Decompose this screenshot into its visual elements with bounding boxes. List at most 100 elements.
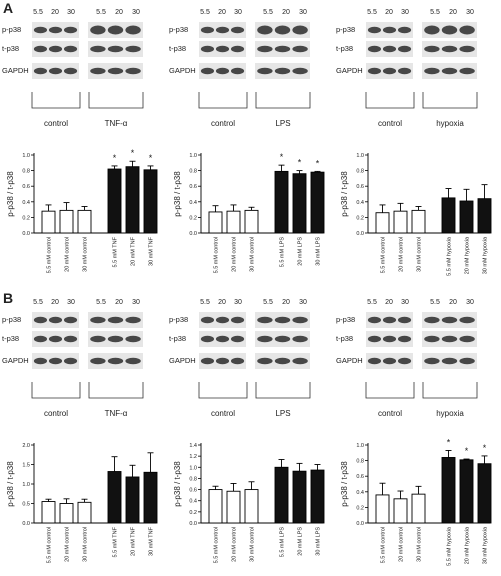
treatment-group-label: LPS	[275, 409, 290, 418]
blot-group-A-1: 5.5 20 30 5.5 20 30 p-p38 t-p38 GAPDH control LPS	[169, 9, 311, 128]
blot-band	[274, 67, 291, 75]
blot-band	[107, 335, 124, 343]
blot-band	[125, 25, 141, 35]
blot-row-label: p-p38	[169, 315, 188, 324]
significance-marker: *	[149, 153, 153, 163]
bar-chart-B-2: p-p38 / t-p38 0.0 0.2 0.4 0.6 0.8 1.0 1.2 1.4 5.5…	[173, 443, 325, 563]
y-tick-label: 0.0	[356, 521, 364, 527]
significance-marker: *	[447, 437, 451, 447]
blot-group-B-2: 5.5 20 30 5.5 20 30 p-p38 t-p38 GAPDH control hypo…	[336, 299, 478, 418]
y-tick-label: 1.5	[22, 463, 30, 469]
blot-band	[382, 67, 397, 75]
bar	[226, 210, 241, 234]
blot-band	[367, 67, 382, 75]
blot-band	[441, 335, 458, 343]
y-tick-label: 1.0	[356, 153, 364, 159]
bar	[41, 501, 56, 524]
blot-band	[107, 357, 124, 365]
x-category-label: 5.5 mM TNF	[113, 236, 119, 267]
x-category-label: 5.5 mM hypoxia	[447, 526, 453, 566]
y-tick-label: 0.2	[189, 510, 197, 516]
lane-header: 30	[299, 299, 307, 306]
y-axis-label: p-p38 / t-p38	[340, 171, 349, 217]
lane-header: 20	[449, 299, 457, 306]
x-category-label: 20 mM control	[65, 527, 71, 562]
blot-band	[257, 335, 273, 343]
blot-band	[230, 45, 245, 53]
y-tick-label: 0.8	[189, 169, 197, 175]
blot-band	[200, 26, 215, 34]
x-category-label: 5.5 mM control	[214, 237, 220, 273]
panel-label-b: B	[3, 290, 13, 306]
blot-group-B-0: 5.5 20 30 5.5 20 30 p-p38 t-p38 GAPDH control TNF-…	[2, 299, 144, 418]
blot-band	[382, 335, 397, 343]
blot-row-label: p-p38	[2, 315, 21, 324]
blot-band	[441, 67, 458, 75]
bar	[143, 169, 158, 234]
bar	[244, 209, 259, 234]
bar	[375, 212, 390, 234]
x-category-label: 5.5 mM hypoxia	[447, 236, 453, 276]
bar	[77, 209, 92, 234]
bar	[59, 209, 74, 234]
bar	[274, 466, 289, 524]
y-tick-label: 0.6	[356, 474, 364, 480]
significance-marker: *	[298, 158, 302, 168]
blot-band	[367, 335, 382, 343]
blot-band	[459, 357, 475, 365]
significance-marker: *	[113, 153, 117, 163]
blot-band	[274, 45, 291, 53]
bar	[274, 170, 289, 234]
y-tick-label: 0.4	[189, 499, 197, 505]
bar	[477, 198, 492, 234]
blot-band	[215, 45, 230, 53]
y-tick-label: 0.6	[189, 488, 197, 494]
control-group-label: control	[211, 409, 235, 418]
blot-band	[200, 335, 215, 343]
lane-header: 5.5	[200, 299, 210, 306]
blot-group-B-1: 5.5 20 30 5.5 20 30 p-p38 t-p38 GAPDH control LPS	[169, 299, 311, 418]
bar	[292, 173, 307, 234]
y-tick-label: 1.0	[189, 465, 197, 471]
bar	[441, 457, 456, 524]
lane-header: 5.5	[263, 299, 273, 306]
bar	[477, 463, 492, 524]
blot-band	[200, 357, 215, 365]
y-tick-label: 0.6	[22, 184, 30, 190]
bar	[107, 168, 122, 234]
y-axis-label: p-p38 / t-p38	[173, 171, 182, 217]
blot-row-label: GAPDH	[169, 356, 196, 365]
blot-band	[292, 25, 308, 35]
bar	[244, 489, 259, 524]
treatment-group-label: hypoxia	[436, 409, 464, 418]
blot-row-label: t-p38	[2, 44, 19, 53]
blot-band	[107, 67, 124, 75]
blot-row-label: GAPDH	[169, 66, 196, 75]
y-tick-label: 0.8	[189, 476, 197, 482]
blot-band	[397, 45, 412, 53]
bar-chart-A-3: p-p38 / t-p38 0.0 0.2 0.4 0.6 0.8 1.0 5.5 mM co…	[340, 153, 492, 276]
control-group-label: control	[211, 119, 235, 128]
x-category-label: 30 mM control	[83, 237, 89, 272]
blot-band	[441, 316, 458, 324]
blot-band	[292, 45, 308, 53]
x-category-label: 20 mM control	[65, 237, 71, 272]
blot-band	[367, 26, 382, 34]
blot-band	[33, 45, 48, 53]
control-group-label: control	[44, 409, 68, 418]
lane-header: 5.5	[33, 9, 43, 16]
x-category-label: 30 mM TNF	[149, 236, 155, 266]
blot-band	[63, 357, 78, 365]
bar-chart-B-3: p-p38 / t-p38 0.0 0.2 0.4 0.6 0.8 1.0 5.5 mM co…	[340, 437, 492, 566]
lane-header: 30	[466, 9, 474, 16]
blot-band	[215, 335, 230, 343]
blot-band	[257, 316, 273, 324]
treatment-group-label: TNF-α	[105, 409, 128, 418]
group-bracket	[422, 382, 478, 399]
treatment-group-label: LPS	[275, 119, 290, 128]
blot-band	[397, 316, 412, 324]
x-category-label: 20 mM hypoxia	[465, 526, 471, 564]
blot-row-label: GAPDH	[336, 66, 363, 75]
blot-band	[200, 45, 215, 53]
y-tick-label: 0.4	[189, 200, 197, 206]
